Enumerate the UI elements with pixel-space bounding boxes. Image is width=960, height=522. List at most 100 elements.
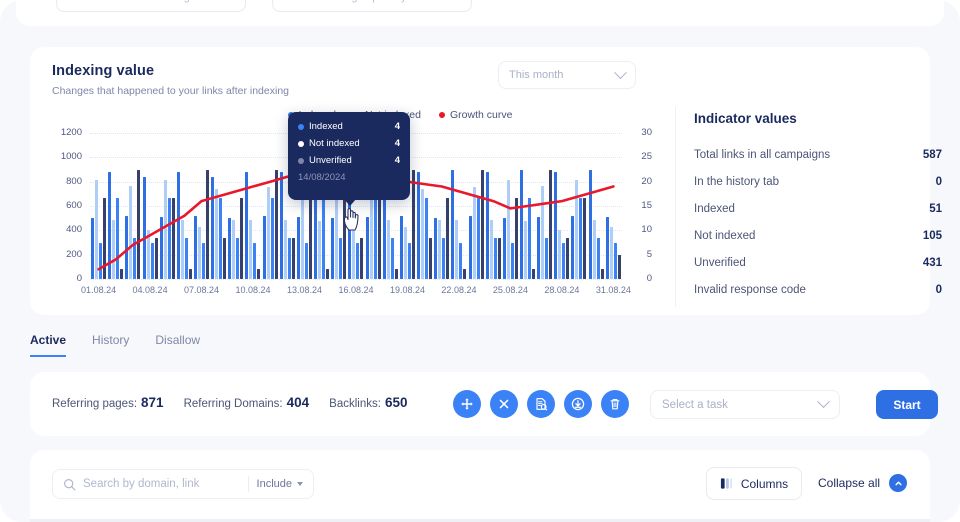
bar bbox=[558, 230, 562, 279]
columns-label: Columns bbox=[740, 476, 789, 491]
columns-icon bbox=[720, 478, 732, 489]
indexing-value-card: Indexing value Changes that happened to … bbox=[30, 47, 942, 315]
y-axis-tick-left: 1000 bbox=[60, 151, 82, 163]
move-button[interactable] bbox=[453, 390, 481, 418]
tab-active[interactable]: Active bbox=[30, 333, 67, 357]
bar-group[interactable] bbox=[141, 133, 158, 279]
divider bbox=[247, 476, 249, 492]
bar-group[interactable] bbox=[176, 133, 193, 279]
bar-group[interactable] bbox=[433, 133, 450, 279]
trash-button[interactable] bbox=[601, 390, 629, 418]
bar bbox=[103, 198, 107, 279]
bar bbox=[215, 188, 219, 279]
tab-history[interactable]: History bbox=[92, 333, 130, 347]
task-select[interactable]: Select a task bbox=[650, 390, 840, 419]
chevron-down-icon bbox=[614, 65, 627, 79]
tab-disallow[interactable]: Disallow bbox=[155, 333, 201, 347]
collapse-all-button[interactable]: Collapse all bbox=[818, 474, 908, 492]
bar-group[interactable] bbox=[124, 133, 141, 279]
bar-group[interactable] bbox=[210, 133, 227, 279]
download-icon bbox=[571, 397, 585, 411]
columns-button[interactable]: Columns bbox=[706, 467, 802, 500]
bar-group[interactable] bbox=[159, 133, 176, 279]
bar-group[interactable] bbox=[90, 133, 107, 279]
indicator-label: Unverified bbox=[694, 256, 746, 269]
bar-group[interactable] bbox=[519, 133, 536, 279]
tooltip-label: Not indexed bbox=[309, 138, 360, 149]
bar bbox=[326, 268, 330, 279]
bar bbox=[154, 238, 158, 279]
y-axis-tick-left: 400 bbox=[66, 224, 82, 236]
bar-group[interactable] bbox=[227, 133, 244, 279]
filter-indexing-capability[interactable]: Select indexing capability bbox=[272, 0, 472, 12]
bar-group[interactable] bbox=[450, 133, 467, 279]
bar bbox=[257, 268, 261, 279]
bar-group[interactable] bbox=[485, 133, 502, 279]
bar bbox=[514, 198, 518, 279]
bar-group[interactable] bbox=[536, 133, 553, 279]
chevron-up-icon[interactable] bbox=[889, 474, 908, 492]
bar bbox=[386, 220, 390, 279]
bar bbox=[228, 217, 232, 279]
x-axis-tick: 22.08.24 bbox=[441, 285, 477, 295]
bar-group[interactable] bbox=[416, 133, 433, 279]
tooltip-row: Indexed 4 bbox=[298, 121, 400, 132]
indicator-value: 51 bbox=[929, 202, 942, 215]
bar-group[interactable] bbox=[244, 133, 261, 279]
bar bbox=[245, 171, 249, 279]
bar bbox=[331, 217, 335, 279]
stat-label: Referring pages: bbox=[52, 398, 138, 410]
bar bbox=[480, 169, 484, 279]
indicator-label: Invalid response code bbox=[694, 283, 806, 296]
bar bbox=[476, 198, 480, 279]
period-select[interactable]: This month bbox=[498, 61, 636, 89]
bar bbox=[579, 198, 583, 279]
bar bbox=[472, 186, 476, 279]
search-input[interactable]: Search by domain, link bbox=[83, 478, 200, 490]
bar-group[interactable] bbox=[570, 133, 587, 279]
bar bbox=[159, 216, 163, 279]
document-search-button[interactable] bbox=[527, 390, 555, 418]
indicator-panel-title: Indicator values bbox=[694, 111, 797, 126]
bar-group[interactable] bbox=[193, 133, 210, 279]
x-axis-tick: 31.08.24 bbox=[595, 285, 631, 295]
tooltip-dot-icon bbox=[298, 140, 304, 147]
tooltip-value: 4 bbox=[394, 155, 400, 166]
search-box[interactable]: Search by domain, link Include bbox=[52, 469, 314, 499]
start-button[interactable]: Start bbox=[876, 390, 938, 419]
table-top-border bbox=[30, 519, 930, 522]
tooltip-dot-icon bbox=[298, 157, 304, 164]
x-axis-tick: 19.08.24 bbox=[389, 285, 425, 295]
bar bbox=[291, 238, 295, 279]
include-dropdown[interactable]: Include bbox=[257, 478, 303, 490]
bar-group[interactable] bbox=[467, 133, 484, 279]
filter-backlinks-status[interactable]: Select backlinks indexing status bbox=[56, 0, 246, 12]
indicator-row: In the history tab 0 bbox=[694, 168, 942, 195]
bar bbox=[407, 242, 411, 279]
indicator-value: 431 bbox=[922, 256, 942, 269]
bar-group[interactable] bbox=[262, 133, 279, 279]
bar-group[interactable] bbox=[588, 133, 605, 279]
tooltip-row: Unverified 4 bbox=[298, 155, 400, 166]
bar bbox=[455, 220, 459, 279]
bar bbox=[549, 169, 553, 279]
bar bbox=[403, 226, 407, 279]
summary-stats: Referring pages: 871 Referring Domains: 404… bbox=[52, 395, 407, 410]
indicator-label: Not indexed bbox=[694, 229, 756, 242]
indicator-label: In the history tab bbox=[694, 175, 780, 188]
bar bbox=[270, 198, 274, 279]
bar bbox=[198, 226, 202, 279]
bar bbox=[527, 198, 531, 279]
bar bbox=[202, 242, 206, 279]
bar-group[interactable] bbox=[605, 133, 622, 279]
download-button[interactable] bbox=[564, 390, 592, 418]
y-axis-tick-right: 10 bbox=[641, 224, 652, 236]
bar-group[interactable] bbox=[553, 133, 570, 279]
bar-group[interactable] bbox=[107, 133, 124, 279]
bar bbox=[562, 242, 566, 279]
hand-cursor-icon bbox=[343, 208, 359, 231]
bar bbox=[287, 238, 291, 279]
close-button[interactable] bbox=[490, 390, 518, 418]
bar-group[interactable] bbox=[502, 133, 519, 279]
